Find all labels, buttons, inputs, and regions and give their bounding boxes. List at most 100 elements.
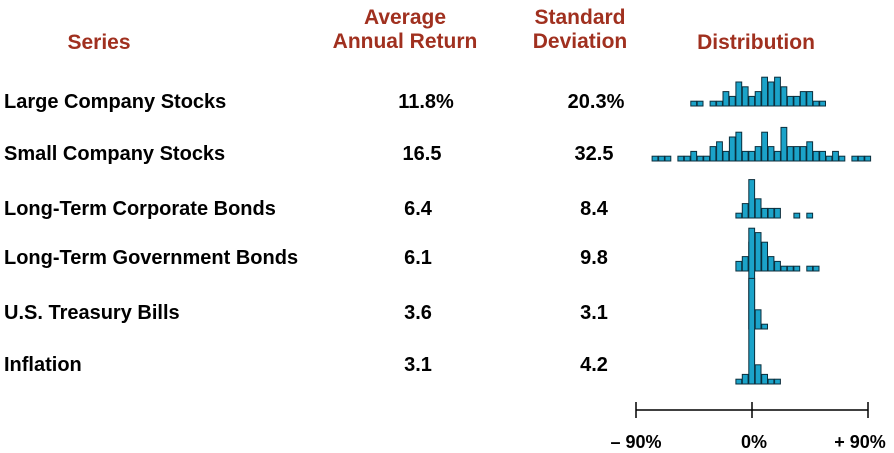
histogram-bar — [806, 212, 814, 219]
histogram-bar — [806, 141, 814, 162]
standard-deviation-value: 20.3% — [567, 91, 625, 113]
histogram-bar — [741, 150, 749, 162]
average-return-value: 16.5 — [402, 143, 442, 165]
histogram-bar — [761, 131, 769, 162]
histogram-bar — [767, 378, 775, 385]
standard-deviation-value: 4.2 — [580, 354, 608, 376]
histogram-bar — [677, 155, 685, 162]
histogram-bar — [799, 91, 807, 107]
histogram-bar — [703, 155, 711, 162]
histogram-bar — [735, 131, 743, 162]
histogram-bar — [658, 155, 665, 162]
histogram-bar — [761, 373, 769, 385]
histogram-bar — [748, 277, 756, 385]
histogram-bar — [722, 150, 730, 162]
histogram-bar — [748, 241, 756, 272]
histogram-bar — [786, 146, 794, 162]
histogram-bar — [793, 265, 801, 272]
standard-deviation-value: 32.5 — [574, 143, 614, 165]
histogram-bar — [748, 150, 756, 162]
histogram-bar — [786, 95, 794, 107]
histogram-bar — [754, 232, 762, 272]
histogram-bar — [741, 256, 749, 272]
histogram-bar — [748, 179, 756, 219]
axis-max-label: + 90% — [834, 432, 886, 452]
histogram-bar — [690, 150, 698, 162]
histogram-bar — [735, 378, 743, 385]
axis-mid-label: 0% — [740, 432, 767, 452]
histogram-bar — [851, 155, 859, 162]
histogram-bar — [793, 212, 801, 219]
histogram-bar — [780, 126, 788, 162]
histogram-bar — [690, 100, 698, 107]
histogram-bar — [812, 150, 820, 162]
histogram-bar — [748, 95, 756, 107]
average-return-value: 3.6 — [404, 302, 432, 324]
histogram-bar — [664, 155, 672, 162]
standard-deviation-value: 9.8 — [580, 247, 608, 269]
standard-deviation-value: 8.4 — [580, 198, 608, 220]
axis-min-label: – 90% — [610, 432, 662, 452]
series-label: Inflation — [4, 354, 82, 376]
histogram-bar — [709, 146, 717, 162]
histogram-bar — [767, 207, 775, 219]
histogram-bar — [793, 146, 801, 162]
average-return-value: 11.8% — [398, 91, 454, 113]
histogram-bar — [812, 100, 820, 107]
histogram-bar — [786, 265, 794, 272]
series-label: Long-Term Government Bonds — [4, 247, 299, 269]
histogram-bar — [735, 212, 743, 219]
histogram-bar — [761, 241, 769, 272]
histogram-bar — [716, 141, 723, 162]
histogram-bar — [780, 86, 788, 107]
series-label: Small Company Stocks — [4, 143, 226, 165]
histogram-bar — [780, 265, 788, 272]
histogram-bar — [748, 227, 756, 330]
histogram-bar — [728, 136, 736, 162]
histogram-bar — [716, 100, 723, 107]
histogram-bar — [806, 91, 814, 107]
histogram-bar — [825, 155, 833, 162]
histogram-bar — [761, 207, 769, 219]
histogram-bar — [774, 260, 781, 272]
average-return-value: 6.1 — [404, 247, 432, 269]
histogram-bar — [767, 146, 775, 162]
standard-deviation-column-header: Standard Deviation — [532, 6, 628, 53]
histogram-bar — [819, 100, 827, 107]
average-return-value: 3.1 — [404, 354, 432, 376]
histogram-bar — [806, 265, 814, 272]
histogram-bar — [741, 203, 749, 219]
standard-deviation-value: 3.1 — [580, 302, 608, 324]
average-return-column-header: Average Annual Return — [332, 6, 478, 53]
histogram-bar — [767, 81, 775, 107]
histogram-bar — [696, 100, 704, 107]
histogram-bar — [728, 95, 736, 107]
histogram-bar — [799, 146, 807, 162]
histogram-bar — [857, 155, 865, 162]
histogram-bar — [767, 256, 775, 272]
histogram-bar — [761, 323, 769, 330]
histogram-bar — [683, 155, 691, 162]
histogram-bar — [774, 207, 781, 219]
histogram-bar — [754, 309, 762, 330]
average-return-value: 6.4 — [404, 198, 432, 220]
histogram-bar — [864, 155, 872, 162]
histogram-bar — [709, 100, 717, 107]
histogram-bar — [741, 373, 749, 385]
histogram-bar — [735, 260, 743, 272]
histogram-bar — [696, 155, 704, 162]
distribution-column-header: Distribution — [697, 31, 815, 54]
histogram-bar — [754, 146, 762, 162]
histogram-bar — [832, 150, 839, 162]
histogram-bar — [812, 265, 820, 272]
histogram-bar — [819, 150, 827, 162]
histogram-bar — [722, 91, 730, 107]
series-label: U.S. Treasury Bills — [4, 302, 180, 324]
histogram-bar — [651, 155, 659, 162]
histogram-bar — [741, 86, 749, 107]
histogram-bar — [838, 155, 846, 162]
histogram-bar — [754, 198, 762, 219]
series-label: Large Company Stocks — [4, 91, 227, 113]
series-label: Long-Term Corporate Bonds — [4, 198, 276, 220]
